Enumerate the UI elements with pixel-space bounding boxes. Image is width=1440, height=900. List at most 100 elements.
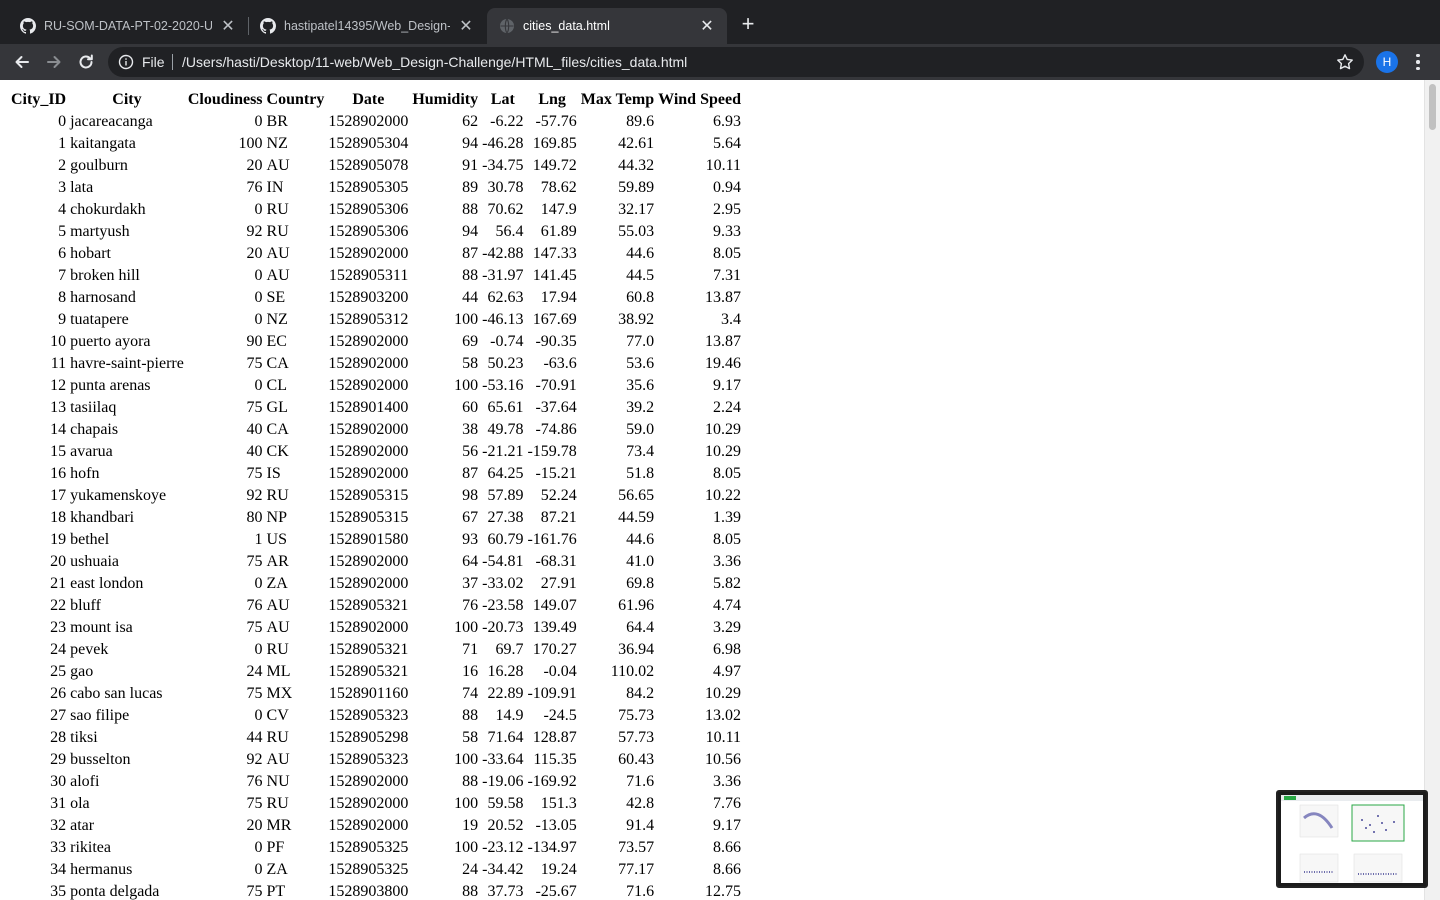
table-cell: 24 — [462, 861, 479, 878]
table-cell: 1528902000 — [328, 377, 409, 394]
table-cell: 30.78 — [487, 179, 524, 196]
close-icon[interactable]: ✕ — [700, 18, 714, 35]
table-cell: 19 — [50, 531, 67, 548]
info-icon[interactable] — [118, 54, 134, 70]
table-cell: 98 — [462, 487, 479, 504]
table-cell: 10.11 — [705, 729, 741, 746]
table-cell: tuatapere — [70, 311, 129, 328]
table-cell: 91 — [462, 157, 479, 174]
table-cell: -19.06 — [482, 773, 524, 790]
tab-github-repo[interactable]: RU-SOM-DATA-PT-02-2020-U ✕ — [8, 8, 248, 44]
table-cell: 19.24 — [540, 861, 577, 878]
table-cell: CV — [266, 707, 289, 724]
table-cell: 1528902000 — [328, 465, 409, 482]
close-icon[interactable]: ✕ — [221, 18, 235, 35]
tab-cities-data[interactable]: cities_data.html ✕ — [487, 8, 727, 44]
close-icon[interactable]: ✕ — [459, 18, 473, 35]
table-cell: 6.98 — [712, 641, 741, 658]
table-body: 0 jacareacanga 0 BR 1528902000 62 -6.22 -57.76 8… — [10, 112, 742, 900]
table-cell: 9.17 — [712, 377, 741, 394]
table-cell: 141.45 — [532, 267, 577, 284]
table-cell: 16 — [50, 465, 67, 482]
table-cell: 14 — [50, 421, 67, 438]
table-cell: IS — [266, 465, 281, 482]
table-cell: 76 — [462, 597, 479, 614]
table-cell: -109.91 — [527, 685, 577, 702]
table-cell: 8.66 — [712, 839, 741, 856]
table-cell: 3.29 — [712, 619, 741, 636]
table-cell: puerto ayora — [70, 333, 151, 350]
table-cell: martyush — [70, 223, 130, 240]
table-cell: 65.61 — [487, 399, 524, 416]
table-cell: 30 — [50, 773, 67, 790]
table-cell: 24 — [246, 663, 263, 680]
table-cell: -21.21 — [482, 443, 524, 460]
table-cell: 90 — [246, 333, 263, 350]
table-cell: 1528902000 — [328, 113, 409, 130]
table-cell: -34.42 — [482, 861, 524, 878]
column-header: Date — [352, 91, 385, 108]
table-row: 31 ola 75 RU 1528902000 100 59.58 151.3 42.8 7.76 — [10, 794, 742, 814]
table-row: 2 goulburn 20 AU 1528905078 91 -34.75 149.72 44.… — [10, 156, 742, 176]
scrollbar-thumb[interactable] — [1429, 84, 1436, 130]
table-cell: NZ — [266, 135, 288, 152]
url-text[interactable]: /Users/hasti/Desktop/11-web/Web_Design-C… — [182, 54, 688, 70]
table-cell: 26 — [50, 685, 67, 702]
table-cell: 8.05 — [712, 245, 741, 262]
table-cell: 10 — [50, 333, 67, 350]
table-cell: hermanus — [70, 861, 133, 878]
table-cell: 55.03 — [618, 223, 655, 240]
table-cell: hobart — [70, 245, 111, 262]
new-tab-button[interactable]: + — [741, 11, 755, 36]
tab-github-web-design[interactable]: hastipatel14395/Web_Design-C ✕ — [248, 8, 486, 44]
vertical-scrollbar[interactable] — [1424, 80, 1440, 900]
table-cell: 0 — [254, 575, 263, 592]
table-cell: 151.3 — [540, 795, 577, 812]
table-cell: 56.65 — [618, 487, 655, 504]
back-button[interactable] — [10, 50, 34, 74]
table-cell: -34.75 — [482, 157, 524, 174]
forward-button[interactable] — [42, 50, 66, 74]
table-cell: 20.52 — [487, 817, 524, 834]
table-cell: 32 — [50, 817, 67, 834]
reload-button[interactable] — [74, 50, 98, 74]
table-cell: 33 — [50, 839, 67, 856]
star-icon[interactable] — [1336, 53, 1354, 71]
table-row: 13 tasiilaq 75 GL 1528901400 60 65.61 -37.64 39.… — [10, 398, 742, 418]
table-cell: 2.95 — [712, 201, 741, 218]
table-cell: -15.21 — [535, 465, 577, 482]
table-cell: 1528901400 — [328, 399, 409, 416]
table-cell: punta arenas — [70, 377, 151, 394]
table-cell: bluff — [70, 597, 101, 614]
address-bar[interactable]: File /Users/hasti/Desktop/11-web/Web_Des… — [108, 47, 1364, 77]
table-cell: 71.64 — [487, 729, 524, 746]
table-cell: 0 — [254, 377, 263, 394]
table-cell: RU — [266, 729, 289, 746]
table-cell: 35 — [50, 883, 67, 900]
table-cell: 1528905305 — [328, 179, 409, 196]
profile-avatar[interactable]: H — [1376, 51, 1398, 73]
table-cell: 110.02 — [610, 663, 655, 680]
table-cell: 149.07 — [532, 597, 577, 614]
page-content: City_ID City Cloudiness Country Date Humidity… — [0, 80, 1424, 900]
table-cell: 100 — [454, 839, 479, 856]
table-cell: 169.85 — [532, 135, 577, 152]
table-cell: 1 — [58, 135, 67, 152]
table-cell: 58 — [462, 729, 479, 746]
table-cell: US — [266, 531, 287, 548]
table-cell: 1528902000 — [328, 773, 409, 790]
table-cell: busselton — [70, 751, 131, 768]
table-cell: 1528901580 — [328, 531, 409, 548]
table-cell: 69.7 — [495, 641, 524, 658]
more-menu-icon[interactable] — [1410, 50, 1426, 74]
table-cell: 1528905315 — [328, 487, 409, 504]
chart-preview-thumbnail[interactable] — [1276, 790, 1428, 888]
table-cell: cabo san lucas — [70, 685, 163, 702]
table-cell: 71 — [462, 641, 479, 658]
table-cell: -23.58 — [482, 597, 524, 614]
table-cell: 77.17 — [618, 861, 655, 878]
table-cell: 73.4 — [626, 443, 655, 460]
table-cell: 13.87 — [704, 289, 741, 306]
table-cell: 40 — [246, 443, 263, 460]
table-cell: 42.8 — [626, 795, 655, 812]
